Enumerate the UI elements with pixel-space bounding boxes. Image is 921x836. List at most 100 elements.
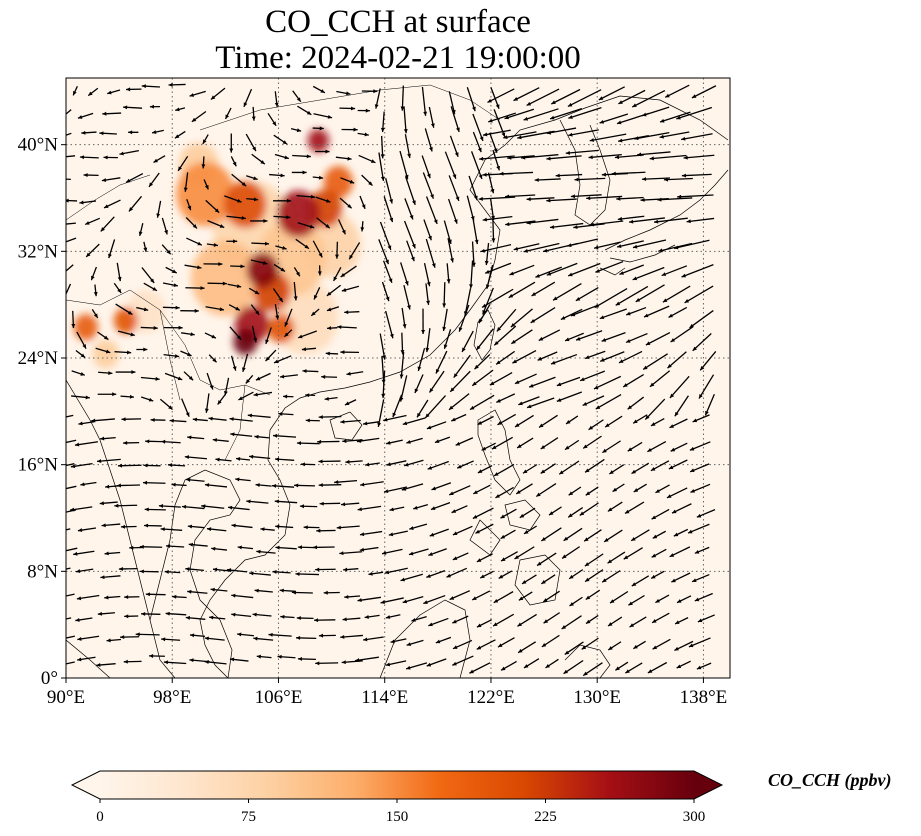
wind-vector (148, 172, 160, 188)
wind-vector (108, 239, 116, 259)
longitude-tick-label: 130°E (573, 687, 621, 708)
wind-vector (632, 414, 648, 424)
wind-vector (493, 325, 517, 346)
wind-vector (185, 567, 205, 572)
wind-vector (674, 395, 689, 417)
wind-vector (74, 441, 99, 447)
wind-vector (319, 501, 341, 506)
wind-vector (466, 87, 476, 112)
wind-vector (603, 529, 623, 543)
wind-vector (453, 354, 471, 379)
wind-vector (277, 654, 296, 659)
wind-vector (535, 266, 562, 278)
wind-vector (680, 133, 713, 141)
coastline-hainan (329, 411, 363, 441)
wind-vector (207, 220, 225, 229)
wind-vector (487, 172, 495, 194)
wind-vector (421, 308, 426, 335)
wind-vector (676, 595, 692, 604)
wind-vector (399, 150, 409, 180)
wind-vector (565, 149, 599, 155)
wind-vector (567, 262, 601, 277)
wind-vector (91, 308, 99, 319)
wind-vector (619, 264, 644, 276)
wind-vector (291, 170, 307, 175)
wind-vector (647, 440, 667, 453)
wind-vector (477, 465, 493, 474)
wind-vector (165, 611, 187, 616)
wind-vector (400, 262, 409, 286)
wind-vector (116, 483, 140, 488)
wind-vector (582, 662, 603, 677)
wind-vector (692, 414, 710, 423)
colorbar-extend-max (694, 771, 722, 799)
wind-vector (363, 636, 384, 642)
wind-vector (475, 523, 494, 534)
wind-vector (567, 507, 584, 518)
wind-vector (66, 222, 76, 225)
wind-vector (249, 454, 271, 459)
wind-vector (71, 370, 86, 376)
wind-vector (425, 283, 430, 305)
wind-vector (296, 441, 320, 446)
wind-vector (341, 127, 358, 132)
wind-vector (272, 433, 297, 438)
wind-vector (297, 330, 317, 339)
wind-vector (634, 131, 670, 141)
wind-vector (250, 259, 268, 265)
wind-vector (273, 198, 292, 203)
wind-vector (487, 88, 515, 103)
wind-vector (316, 528, 336, 533)
wind-vector (66, 283, 72, 296)
wind-vector (668, 306, 688, 318)
wind-vector (641, 177, 671, 182)
wind-vector (607, 641, 622, 651)
wind-vector (689, 441, 711, 451)
wind-vector (423, 262, 431, 287)
wind-vector (651, 508, 670, 520)
wind-vector (649, 370, 671, 388)
wind-vector (568, 486, 582, 496)
wind-vector (381, 370, 386, 399)
wind-vector (342, 617, 361, 622)
wind-vector (253, 636, 274, 641)
wind-vector (374, 88, 381, 109)
wind-vector (205, 199, 220, 214)
wind-vector (160, 527, 183, 532)
wind-vector (317, 265, 322, 276)
wind-vector (569, 596, 583, 607)
wind-vector (305, 393, 316, 398)
wind-vector (449, 590, 471, 601)
wind-vector (389, 506, 405, 512)
wind-vector (534, 177, 561, 182)
wind-vector (158, 504, 181, 508)
wind-vector (404, 459, 424, 467)
wind-vector (446, 263, 451, 284)
wind-vector (100, 436, 116, 441)
wind-vector (588, 154, 622, 160)
wind-vector (584, 350, 606, 360)
wind-vector (69, 506, 93, 512)
wind-vector (631, 89, 666, 108)
wind-vector (403, 106, 408, 134)
wind-vector (425, 328, 431, 353)
wind-vector (161, 244, 172, 255)
wind-vector (696, 662, 712, 670)
wind-vector (623, 547, 643, 560)
wind-vector (564, 439, 580, 451)
wind-vector (607, 616, 623, 627)
wind-vector (696, 509, 716, 518)
wind-vector (380, 111, 385, 133)
wind-vector (499, 171, 534, 176)
wind-vector (425, 238, 436, 268)
wind-vector (162, 305, 180, 310)
wind-vector (575, 286, 599, 302)
wind-vector (208, 354, 218, 363)
wind-vector (517, 641, 537, 654)
wind-vector (230, 156, 237, 167)
wind-vector (100, 216, 115, 232)
wind-vector (673, 528, 689, 537)
wind-vector (615, 285, 649, 306)
wind-vector (189, 90, 206, 97)
wind-vector (117, 330, 135, 337)
